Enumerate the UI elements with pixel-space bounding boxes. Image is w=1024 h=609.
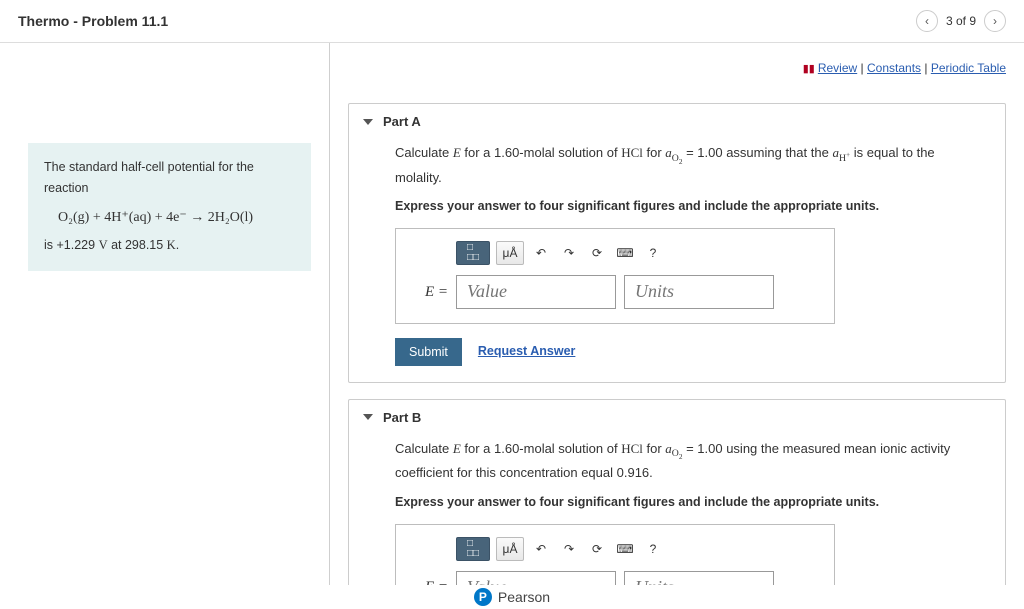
keyboard-button[interactable]: ⌨ <box>614 537 636 561</box>
part-b-toolbar: □□□ μÅ ↶ ↷ ⟳ ⌨ ? <box>410 537 820 561</box>
constants-link[interactable]: Constants <box>867 61 921 75</box>
redo-button[interactable]: ↷ <box>558 537 580 561</box>
undo-button[interactable]: ↶ <box>530 537 552 561</box>
periodic-table-link[interactable]: Periodic Table <box>931 61 1006 75</box>
part-b-instruction: Express your answer to four significant … <box>395 493 981 512</box>
footer-brand: Pearson <box>498 589 550 605</box>
part-b-prompt: Calculate E for a 1.60-molal solution of… <box>395 439 981 483</box>
pager: ‹ 3 of 9 › <box>916 10 1006 32</box>
redo-button[interactable]: ↷ <box>558 241 580 265</box>
part-a-var-label: E = <box>410 281 448 304</box>
prev-button[interactable]: ‹ <box>916 10 938 32</box>
pearson-logo-icon: P <box>474 588 492 606</box>
part-b: Part B Calculate E for a 1.60-molal solu… <box>348 399 1006 592</box>
review-link[interactable]: Review <box>818 61 857 75</box>
question-column: ▮▮Review | Constants | Periodic Table Pa… <box>330 43 1024 592</box>
part-a-title: Part A <box>383 114 421 129</box>
part-a-answer-box: □□□ μÅ ↶ ↷ ⟳ ⌨ ? E = <box>395 228 835 324</box>
context-line-1: The standard half-cell potential for the… <box>44 157 295 200</box>
part-b-header[interactable]: Part B <box>349 400 1005 435</box>
problem-context: The standard half-cell potential for the… <box>28 143 311 271</box>
context-column: The standard half-cell potential for the… <box>0 43 330 592</box>
next-button[interactable]: › <box>984 10 1006 32</box>
templates-button[interactable]: □□□ <box>456 537 490 561</box>
part-a-toolbar: □□□ μÅ ↶ ↷ ⟳ ⌨ ? <box>410 241 820 265</box>
reset-button[interactable]: ⟳ <box>586 241 608 265</box>
part-a-value-input[interactable] <box>456 275 616 309</box>
page-header: Thermo - Problem 11.1 ‹ 3 of 9 › <box>0 0 1024 43</box>
chevron-down-icon <box>363 414 373 420</box>
part-a-request-answer-link[interactable]: Request Answer <box>478 342 575 361</box>
help-button[interactable]: ? <box>642 241 664 265</box>
footer: P Pearson <box>0 585 1024 609</box>
part-a-submit-button[interactable]: Submit <box>395 338 462 366</box>
undo-button[interactable]: ↶ <box>530 241 552 265</box>
part-a-instruction: Express your answer to four significant … <box>395 197 981 216</box>
context-equation: O₂(g) + 4H⁺(aq) + 4e⁻ → 2H₂O(l) <box>44 200 295 236</box>
keyboard-button[interactable]: ⌨ <box>614 241 636 265</box>
part-a-header[interactable]: Part A <box>349 104 1005 139</box>
part-b-answer-box: □□□ μÅ ↶ ↷ ⟳ ⌨ ? E = <box>395 524 835 593</box>
assignment-title: Thermo - Problem 11.1 <box>18 13 168 29</box>
context-line-2: is +1.229 V at 298.15 K. <box>44 235 295 256</box>
resource-links: ▮▮Review | Constants | Periodic Table <box>348 55 1006 103</box>
help-button[interactable]: ? <box>642 537 664 561</box>
part-b-title: Part B <box>383 410 421 425</box>
review-icon: ▮▮ <box>803 63 815 75</box>
pager-text: 3 of 9 <box>946 14 976 28</box>
special-chars-button[interactable]: μÅ <box>496 241 524 265</box>
chevron-down-icon <box>363 119 373 125</box>
part-a-prompt: Calculate E for a 1.60-molal solution of… <box>395 143 981 187</box>
reset-button[interactable]: ⟳ <box>586 537 608 561</box>
special-chars-button[interactable]: μÅ <box>496 537 524 561</box>
part-a-units-input[interactable] <box>624 275 774 309</box>
part-a: Part A Calculate E for a 1.60-molal solu… <box>348 103 1006 383</box>
templates-button[interactable]: □□□ <box>456 241 490 265</box>
